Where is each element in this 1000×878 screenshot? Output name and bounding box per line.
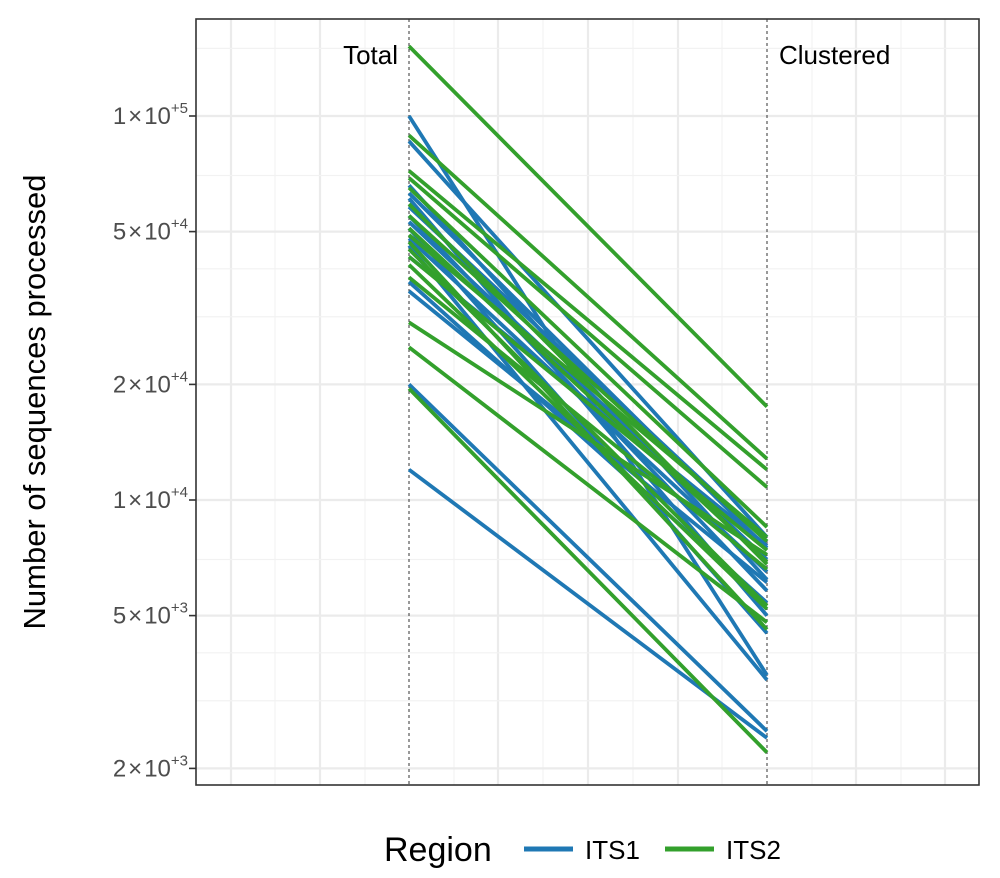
line-its2-2 <box>407 133 769 461</box>
line-its2-9 <box>407 233 769 539</box>
y-tick-label: 5×10+3 <box>113 600 188 630</box>
line-its2-16 <box>407 345 769 624</box>
line-its2-4 <box>407 176 769 489</box>
line-its2-3 <box>407 169 769 472</box>
y-tick-label: 5×10+4 <box>113 216 188 246</box>
line-its2-1 <box>407 44 769 409</box>
line-its2-5 <box>407 186 769 529</box>
y-tick-label: 1×10+4 <box>113 484 188 514</box>
legend-label-its2: ITS2 <box>726 835 781 865</box>
y-tick-label: 2×10+3 <box>113 752 188 782</box>
y-tick-label: 2×10+4 <box>113 368 188 398</box>
stage-label-total: Total <box>343 40 398 70</box>
line-its1-15 <box>407 383 769 733</box>
line-its2-15 <box>407 320 769 557</box>
grid <box>196 19 979 785</box>
y-axis-ticks: 2×10+3 5×10+3 1×10+4 2×10+4 5×10+4 1×10+5 <box>113 100 196 782</box>
line-its2-17 <box>407 387 769 754</box>
y-axis-title: Number of sequences processed <box>17 175 52 630</box>
series-lines <box>407 44 769 754</box>
line-its2-12 <box>407 255 769 552</box>
legend-label-its1: ITS1 <box>585 835 640 865</box>
line-its2-11 <box>407 247 769 608</box>
stage-label-clustered: Clustered <box>779 40 890 70</box>
y-tick-label: 1×10+5 <box>113 100 188 130</box>
line-its1-11 <box>407 244 769 682</box>
legend: Region ITS1 ITS2 <box>384 831 781 869</box>
plot-frame <box>195 18 980 786</box>
legend-title: Region <box>384 831 492 869</box>
line-its2-14 <box>407 275 769 571</box>
plot-border <box>195 18 980 786</box>
